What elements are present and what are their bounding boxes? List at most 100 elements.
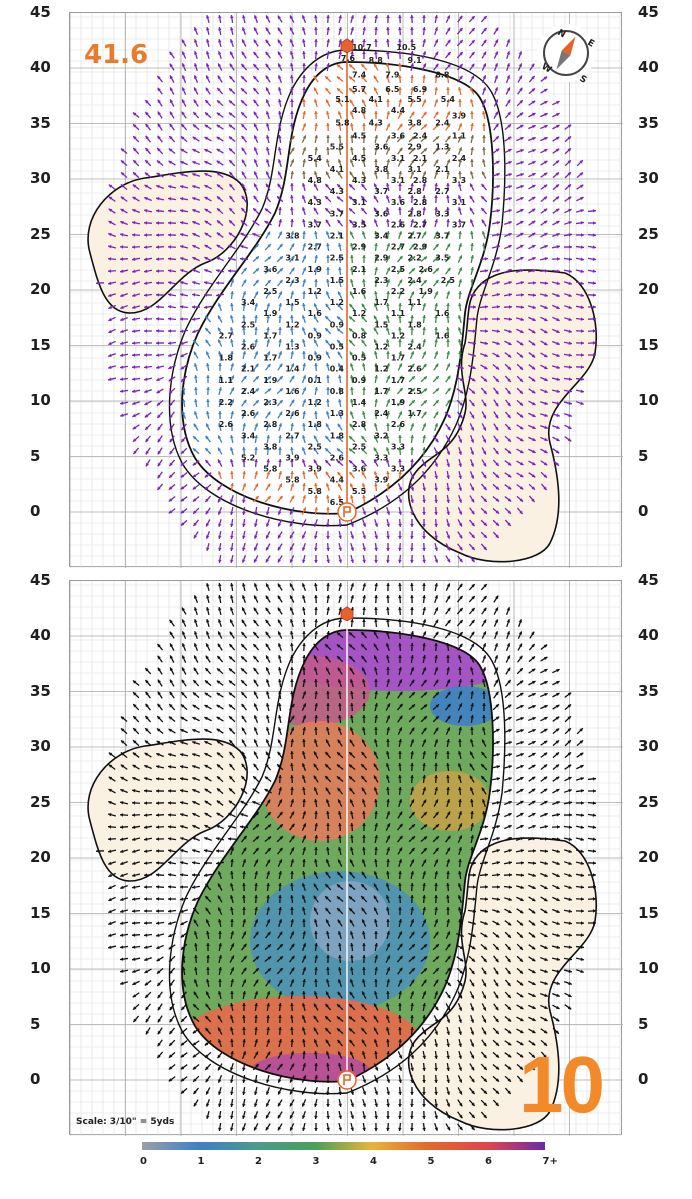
slope-value-label: 1.1 [452, 132, 467, 141]
slope-arrows-black [95, 582, 597, 1132]
compass-needle-icon [556, 36, 576, 70]
green-slope-map: 10.7 10.57.6 8.8 9.17.4 7.9 8.85.7 6.5 6.95.1 4.… [70, 13, 623, 568]
slope-value-label: 2.5 [263, 287, 278, 296]
y-axis-tick-label: 0 [638, 502, 649, 520]
y-axis-tick-label: 35 [30, 681, 51, 700]
slope-value-label: 5.7 [352, 85, 366, 94]
y-axis-tick-label: 40 [30, 626, 51, 644]
slope-value-label: 2.5 [391, 265, 406, 274]
slope-value-label: 3.1 [352, 198, 367, 207]
slope-value-label: 2.6 [408, 365, 423, 374]
slope-value-label: 4.1 [330, 165, 345, 174]
slope-value-label: 5.4 [308, 154, 323, 163]
slope-value-label: 0.5 [352, 354, 367, 363]
slope-value-label: 2.7 [413, 220, 427, 229]
slope-value-label: 1.6 [285, 387, 300, 396]
slope-value-label: 2.4 [408, 343, 423, 352]
slope-value-label: 2.3 [374, 276, 388, 285]
bunker-left [87, 170, 248, 314]
hole-number: 10 [519, 1040, 605, 1129]
y-axis-tick-label: 35 [638, 681, 659, 700]
slope-value-label: 3.4 [241, 298, 256, 307]
slope-value-label: 3.6 [391, 198, 406, 207]
slope-value-label: 0.9 [352, 376, 367, 385]
slope-value-label: 4.5 [352, 154, 367, 163]
y-axis-tick-label: 20 [30, 280, 51, 298]
slope-value-label: 2.6 [330, 454, 345, 463]
slope-value-label: 4.1 [369, 95, 384, 104]
y-axis-tick-label: 40 [638, 626, 659, 644]
y-axis-tick-label: 10 [30, 391, 51, 409]
y-axis-tick-label: 45 [638, 570, 659, 589]
legend-tick-label: 5 [427, 1156, 435, 1167]
slope-value-label: 2.2 [391, 287, 405, 296]
slope-value-label: 3.6 [263, 265, 278, 274]
compass: N E S W [535, 22, 597, 86]
slope-value-label: 1.1 [219, 376, 234, 385]
y-axis-tick-label: 45 [30, 570, 51, 589]
slope-value-label: 2.8 [263, 420, 278, 429]
slope-value-label: 3.1 [391, 154, 406, 163]
slope-value-label: 2.7 [285, 431, 299, 440]
slope-value-label: 10.7 [352, 43, 372, 52]
slope-value-label: 2.8 [352, 420, 367, 429]
slope-value-label: 2.9 [413, 243, 428, 252]
slope-value-label: 1.7 [263, 354, 277, 363]
green-heatmap [70, 581, 623, 1136]
slope-value-label: 3.4 [241, 431, 256, 440]
y-axis-tick-label: 5 [30, 446, 41, 465]
legend-tick-label: 4 [370, 1156, 377, 1167]
y-axis-tick-label: 20 [30, 848, 51, 866]
y-axis-tick-label: 20 [638, 280, 659, 298]
slope-value-label: 5.1 [335, 95, 350, 104]
slope-value-label: 2.9 [374, 254, 389, 263]
slope-value-label: 3.6 [352, 465, 367, 474]
slope-value-label: 3.5 [352, 220, 367, 229]
pin-marker-icon [340, 606, 354, 622]
slope-value-label: 1.8 [330, 431, 345, 440]
y-axis-tick-label: 0 [638, 1070, 649, 1088]
y-axis-tick-label: 25 [30, 792, 51, 811]
slope-value-label: 2.4 [413, 132, 428, 141]
slope-value-label: 4.3 [308, 198, 322, 207]
slope-value-label: 1.2 [391, 331, 405, 340]
slope-value-label: 1.4 [285, 365, 300, 374]
slope-value-label: 4.3 [369, 118, 383, 127]
legend-tick-label: 2 [255, 1156, 262, 1167]
y-axis-tick-label: 45 [638, 2, 659, 21]
slope-value-label: 2.7 [391, 243, 405, 252]
slope-value-label: 2.8 [413, 176, 428, 185]
slope-value-label: 5.2 [241, 454, 255, 463]
slope-value-label: 0.9 [330, 320, 345, 329]
slope-value-label: 10.5 [396, 43, 416, 52]
slope-value-label: 1.9 [263, 309, 278, 318]
slope-value-label: 2.6 [241, 409, 256, 418]
slope-value-label: 1.5 [285, 298, 300, 307]
slope-value-label: 1.6 [435, 331, 450, 340]
legend-tick-label: 6 [485, 1156, 492, 1167]
slope-value-label: 4.8 [352, 106, 367, 115]
slope-value-label: 2.4 [435, 118, 450, 127]
slope-value-label: 1.2 [308, 398, 322, 407]
slope-value-label: 2.5 [241, 320, 256, 329]
slope-value-label: 2.1 [352, 265, 367, 274]
slope-value-label: 5.4 [441, 95, 456, 104]
legend-color-bar [142, 1142, 545, 1150]
slope-value-label: 1.9 [419, 287, 434, 296]
slope-value-label: 5.5 [408, 95, 423, 104]
slope-value-label: 2.4 [241, 387, 256, 396]
y-axis-tick-label: 30 [30, 169, 51, 187]
y-axis-tick-label: 10 [638, 959, 659, 977]
slope-value-label: 1.9 [263, 376, 278, 385]
slope-value-label: 2.6 [219, 420, 234, 429]
slope-value-label: 4.8 [308, 176, 323, 185]
legend-tick-label: 1 [197, 1156, 205, 1167]
slope-value-label: 6.5 [330, 498, 345, 507]
slope-value-label: 1.2 [374, 343, 388, 352]
slope-value-label: 5.5 [352, 487, 367, 496]
slope-value-label: 3.3 [391, 465, 405, 474]
slope-value-label: 4.4 [330, 476, 345, 485]
slope-value-label: 3.8 [285, 232, 300, 241]
slope-value-label: 2.7 [219, 331, 233, 340]
slope-value-label: 1.5 [330, 276, 345, 285]
